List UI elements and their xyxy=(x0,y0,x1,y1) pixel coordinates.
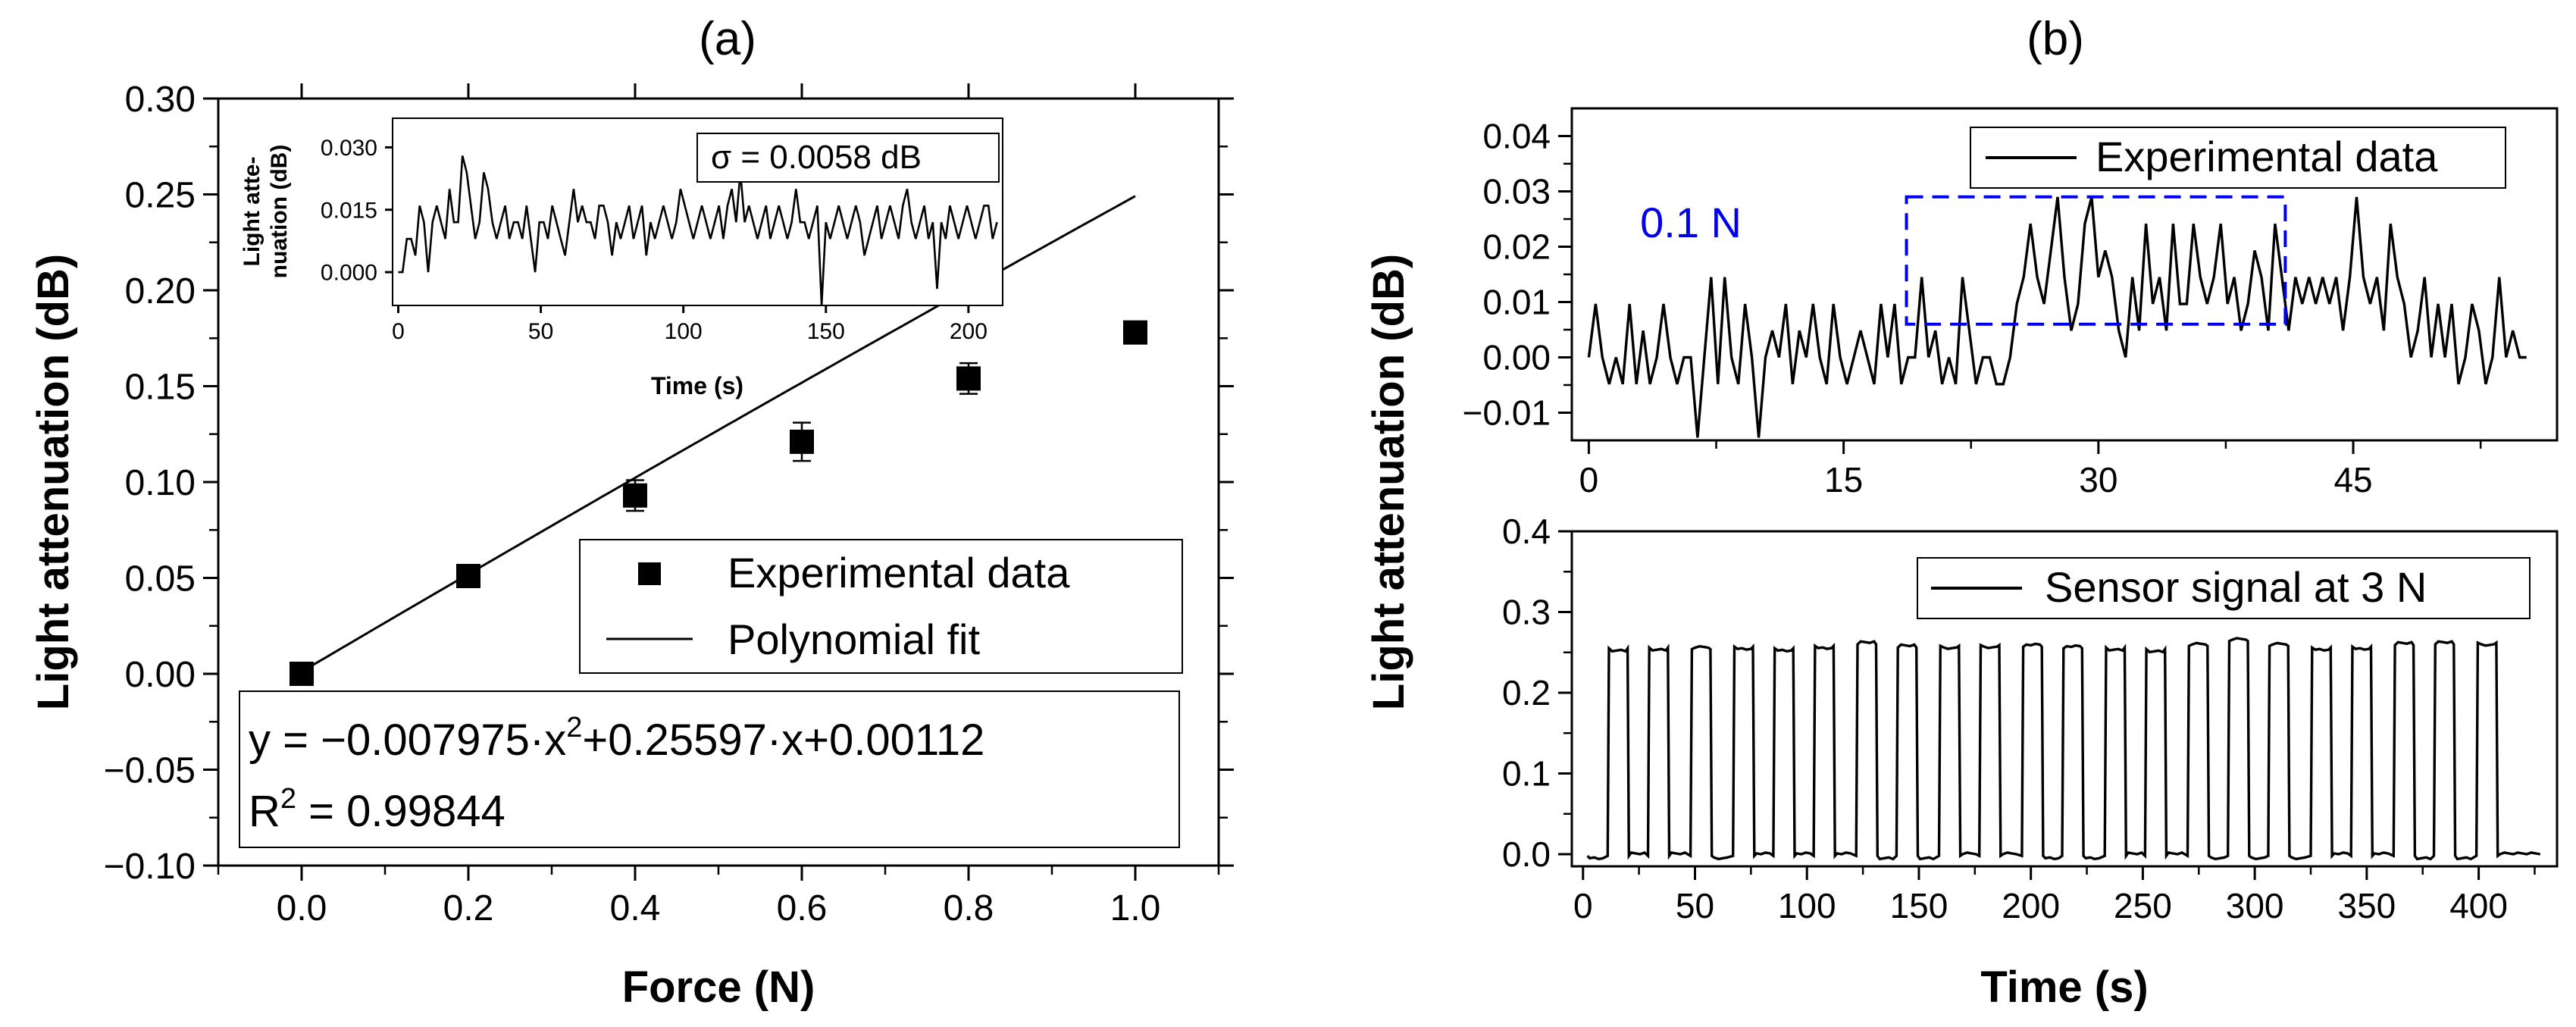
x-tick-label: 0.2 xyxy=(443,888,494,928)
y-tick-label: −0.05 xyxy=(104,750,196,791)
y-tick-label: 0.000 xyxy=(321,261,377,286)
b-top-y-axis: −0.01 0.00 0.01 0.02 0.03 0.04 xyxy=(1463,117,1572,433)
inset-xlabel: Time (s) xyxy=(651,372,743,399)
data-point xyxy=(790,429,814,454)
panel-a-ylabel: Light attenuation (dB) xyxy=(29,254,78,710)
b-bottom-frame xyxy=(1570,530,2559,868)
inset-y-axis: 0.000 0.015 0.030 xyxy=(321,136,393,286)
x-tick-label: 150 xyxy=(807,319,845,344)
x-tick-label: 150 xyxy=(1890,886,1948,925)
y-tick-label: 0.0 xyxy=(1502,834,1551,874)
panel-b-bottom-chart: 0.0 0.1 0.2 0.3 0.4 0 50 100 150 200 250 300 350 400… xyxy=(1502,512,2559,1012)
panel-a-inset: 0.000 0.015 0.030 0 50 100 150 200 σ = 0.0058 … xyxy=(239,117,1003,399)
x-tick-label: 0 xyxy=(392,319,405,344)
r-squared: R2 = 0.99844 xyxy=(249,783,505,836)
b-top-legend-label: Experimental data xyxy=(2096,133,2438,180)
y-tick-label: 0.01 xyxy=(1482,283,1551,322)
data-point xyxy=(456,563,480,588)
y-tick-label: 0.4 xyxy=(1502,512,1551,551)
x-tick-label: 30 xyxy=(2079,460,2117,499)
x-tick-label: 1.0 xyxy=(1110,888,1161,928)
data-point xyxy=(623,483,647,508)
inset-frame xyxy=(392,117,1003,306)
x-tick-label: 0.6 xyxy=(777,888,828,928)
y-tick-label: −0.10 xyxy=(104,847,196,887)
x-tick-label: 100 xyxy=(665,319,703,344)
y-tick-label: 0.00 xyxy=(125,655,196,695)
sensor-signal-trace xyxy=(1586,637,2541,861)
y-tick-label: 0.10 xyxy=(125,463,196,503)
y-tick-label: 0.030 xyxy=(321,136,377,161)
panel-a-legend: Experimental data Polynomial fit xyxy=(579,539,1183,674)
panel-b-ylabel: Light attenuation (dB) xyxy=(1364,254,1413,710)
panel-a-y-axis: −0.10 −0.05 0.00 0.05 0.10 0.15 0.20 0.25 0.30 xyxy=(104,80,1234,887)
y-tick-label: 0.3 xyxy=(1502,593,1551,632)
y-tick-label: 0.05 xyxy=(125,559,196,599)
y-tick-label: 0.2 xyxy=(1502,673,1551,712)
x-tick-label: 300 xyxy=(2226,886,2284,925)
b-bottom-legend-label: Sensor signal at 3 N xyxy=(2045,563,2427,611)
panel-a-label: (a) xyxy=(699,13,756,65)
x-tick-label: 0.4 xyxy=(610,888,661,928)
experimental-points xyxy=(290,320,1147,686)
x-tick-label: 100 xyxy=(1778,886,1836,925)
force-annotation: 0.1 N xyxy=(1640,199,1742,246)
x-tick-label: 200 xyxy=(950,319,988,344)
x-tick-label: 350 xyxy=(2337,886,2396,925)
panel-b-top-chart: −0.010.000.010.020.030.04 0 15 30 45 0.1 N … xyxy=(1463,107,2559,499)
y-tick-label: 0.02 xyxy=(1482,227,1551,267)
y-tick-label: 0.04 xyxy=(1482,117,1551,156)
x-tick-label: 0 xyxy=(1579,460,1599,499)
x-tick-label: 0.0 xyxy=(277,888,327,928)
x-tick-label: 15 xyxy=(1824,460,1863,499)
y-tick-label: 0.30 xyxy=(125,80,196,120)
y-tick-label: 0.25 xyxy=(125,175,196,215)
y-tick-label: 0.015 xyxy=(321,198,377,223)
sigma-box xyxy=(696,133,1000,183)
data-point xyxy=(290,662,314,686)
y-tick-label: 0.1 xyxy=(1502,754,1551,794)
b-bottom-x-axis: 0 50 100 150 200 250 300 350 400 xyxy=(1573,866,2536,925)
equation-frame xyxy=(239,690,1180,848)
y-tick-label: −0.01 xyxy=(1463,393,1551,433)
x-tick-label: 45 xyxy=(2333,460,2372,499)
b-top-x-axis: 0 15 30 45 xyxy=(1579,440,2482,499)
x-tick-label: 200 xyxy=(2002,886,2060,925)
y-tick-label: 0.03 xyxy=(1482,172,1551,211)
sigma-label: σ = 0.0058 dB xyxy=(711,139,922,176)
x-tick-label: 0 xyxy=(1573,886,1593,925)
panel-a-chart: −0.10−0.050.000.050.100.150.200.250.30 0… xyxy=(29,80,1234,1012)
b-bottom-xlabel: Time (s) xyxy=(1980,963,2148,1012)
highlight-box-0.1N xyxy=(1905,195,2287,326)
x-tick-label: 0.8 xyxy=(944,888,994,928)
inset-noise-trace xyxy=(398,155,998,306)
y-tick-label: 0.20 xyxy=(125,271,196,312)
x-tick-label: 50 xyxy=(528,319,553,344)
panel-b-label: (b) xyxy=(2027,13,2084,65)
legend-marker-square xyxy=(638,562,661,585)
panel-a-xlabel: Force (N) xyxy=(622,963,815,1012)
b-bottom-y-axis: 0.0 0.1 0.2 0.3 0.4 xyxy=(1502,512,1572,874)
x-tick-label: 250 xyxy=(2114,886,2172,925)
inset-ylabel-line1: Light atte- xyxy=(239,157,264,267)
y-tick-label: 0.00 xyxy=(1482,338,1551,377)
legend-fit-label: Polynomial fit xyxy=(728,615,980,663)
y-tick-label: 0.15 xyxy=(125,367,196,407)
legend-experimental-label: Experimental data xyxy=(728,549,1070,596)
inset-ylabel-line2: nuation (dB) xyxy=(267,145,292,279)
x-tick-label: 400 xyxy=(2449,886,2508,925)
x-tick-label: 50 xyxy=(1676,886,1714,925)
legend-box xyxy=(579,539,1183,674)
b-top-trace xyxy=(1587,196,2527,438)
inset-x-axis: 0 50 100 150 200 xyxy=(392,305,988,344)
fit-equation-box: y = −0.007975·x2+0.25597·x+0.00112 R2 = … xyxy=(239,690,1180,848)
data-point xyxy=(956,366,981,391)
fit-equation: y = −0.007975·x2+0.25597·x+0.00112 xyxy=(249,712,984,765)
data-point xyxy=(1123,320,1147,345)
panel-a-x-axis: 0.0 0.2 0.4 0.6 0.8 1.0 xyxy=(217,83,1220,928)
